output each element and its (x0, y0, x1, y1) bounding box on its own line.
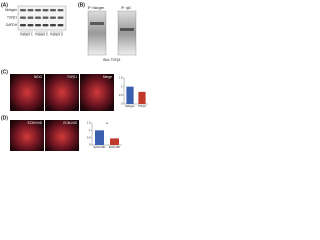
blot-lane (117, 10, 137, 56)
band (57, 16, 64, 19)
blot-label: Blot: TGFβ1 (103, 58, 120, 62)
band (120, 28, 134, 31)
bar (126, 86, 134, 104)
lane-label: IP: IgG (121, 6, 131, 10)
band (50, 16, 56, 19)
group-label: Patient 3 (50, 32, 63, 36)
band (50, 9, 56, 12)
fluorescence-image (80, 74, 114, 111)
fluorescence-image (45, 120, 79, 151)
y-tick-label: 1 (121, 84, 123, 88)
row-label: GAPDH (6, 23, 18, 27)
bar (138, 91, 146, 104)
panel-label: (D) (1, 115, 8, 121)
band (20, 16, 26, 19)
bar (110, 138, 119, 145)
band (20, 24, 26, 27)
x-tick-label: Nidogen (125, 104, 135, 108)
row-label: TGFβ1 (7, 16, 17, 20)
row-label: Nidogen (5, 8, 17, 12)
band (90, 22, 104, 25)
panel-label: (A) (1, 2, 8, 8)
y-tick-label: 0 (89, 143, 91, 147)
band (57, 9, 64, 12)
image-label: NIDG (34, 75, 42, 79)
significance: ** (106, 122, 109, 126)
y-tick-label: 0 (121, 102, 123, 106)
x-tick-label: TGFβ1 (138, 104, 147, 108)
band (35, 9, 41, 12)
image-label: ECM+NID (28, 121, 43, 125)
band (35, 24, 41, 27)
y-tick-label: 0.5 (119, 93, 123, 97)
x-tick-label: ECM-NID (109, 145, 120, 149)
fluorescence-image (45, 74, 79, 111)
band (27, 24, 34, 27)
band (27, 16, 34, 19)
lane-label: IP: Nidogen (88, 6, 105, 10)
image-label: Merge (103, 75, 112, 79)
group-label: Patient 2 (35, 32, 48, 36)
image-label: ECM-NID (63, 121, 77, 125)
fluorescence-image (10, 120, 44, 151)
band (42, 16, 49, 19)
y-tick-label: 1.5 (119, 76, 123, 80)
band (57, 24, 64, 27)
blot-lane (87, 10, 107, 56)
x-tick-label: ECM+NID (94, 145, 106, 149)
y-tick-label: 0.5 (87, 135, 91, 139)
y-tick-label: 1.5 (87, 121, 91, 125)
image-label: TGFβ1 (67, 75, 77, 79)
panel-label: (B) (78, 2, 85, 8)
band (20, 9, 26, 12)
bar (95, 130, 104, 145)
band (50, 24, 56, 27)
fluorescence-image (10, 74, 44, 111)
band (27, 9, 34, 12)
y-tick-label: 1 (89, 128, 91, 132)
band (35, 16, 41, 19)
panel-label: (C) (1, 69, 8, 75)
band (42, 24, 49, 27)
group-label: Patient 1 (20, 32, 33, 36)
band (42, 9, 49, 12)
